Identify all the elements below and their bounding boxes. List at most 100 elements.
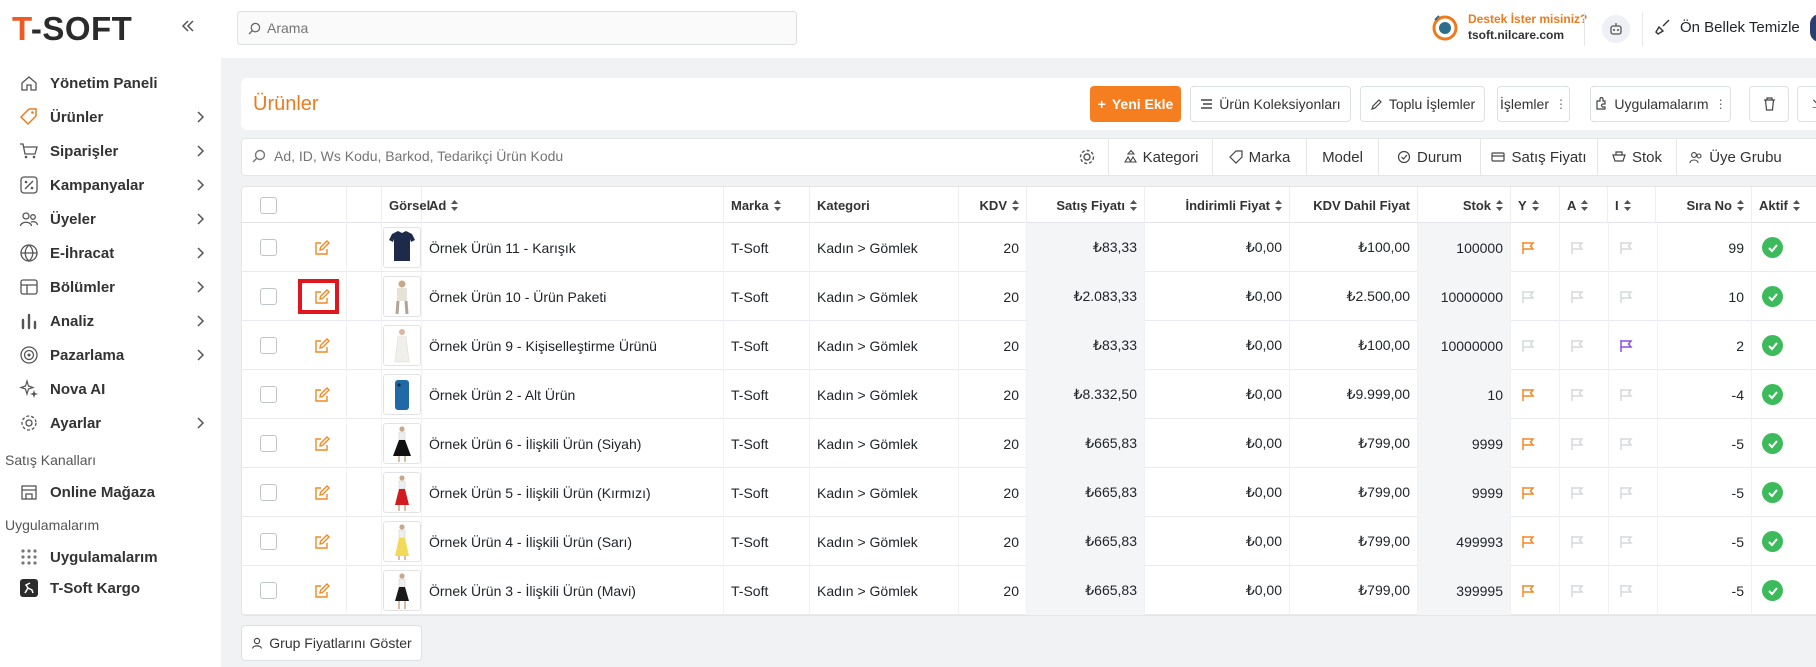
flag-icon[interactable] [1521, 388, 1535, 402]
flag-icon[interactable] [1619, 290, 1633, 304]
row-checkbox[interactable] [260, 582, 277, 599]
header-i[interactable]: I [1608, 187, 1656, 223]
filter-kategori[interactable]: Kategori [1108, 138, 1212, 176]
sidebar-item-bölümler[interactable]: Bölümler [0, 270, 221, 304]
product-order[interactable]: 99 [1656, 223, 1752, 272]
flag-icon[interactable] [1619, 339, 1633, 353]
edit-icon[interactable] [314, 582, 330, 599]
collections-button[interactable]: Ürün Koleksiyonları [1190, 86, 1351, 122]
clear-cache-button[interactable]: Ön Bellek Temizle [1654, 18, 1800, 36]
active-check-icon[interactable] [1762, 286, 1783, 307]
edit-icon[interactable] [314, 239, 330, 256]
product-price[interactable]: ₺8.332,50 [1027, 370, 1145, 419]
flag-icon[interactable] [1570, 584, 1584, 598]
product-order[interactable]: 10 [1656, 272, 1752, 321]
product-stock[interactable]: 499993 [1418, 517, 1511, 566]
sidebar-item-analiz[interactable]: Analiz [0, 304, 221, 338]
product-search-input[interactable] [274, 148, 1054, 164]
product-stock[interactable]: 10000000 [1418, 272, 1511, 321]
flag-icon[interactable] [1619, 437, 1633, 451]
active-check-icon[interactable] [1762, 335, 1783, 356]
tsoft-logo[interactable]: T-SOFT [12, 10, 133, 47]
row-checkbox[interactable] [260, 386, 277, 403]
filter-stok[interactable]: Stok [1597, 138, 1676, 176]
edit-icon[interactable] [314, 337, 330, 354]
row-checkbox[interactable] [260, 435, 277, 452]
edit-icon[interactable] [314, 288, 330, 305]
flag-icon[interactable] [1619, 584, 1633, 598]
product-thumbnail[interactable] [382, 276, 421, 317]
sidebar-item-kampanyalar[interactable]: Kampanyalar [0, 168, 221, 202]
flag-icon[interactable] [1570, 290, 1584, 304]
header-price[interactable]: Satış Fiyatı [1027, 187, 1145, 223]
header-a[interactable]: A [1560, 187, 1608, 223]
select-all-checkbox[interactable] [260, 196, 277, 214]
product-name[interactable]: Örnek Ürün 3 - İlişkili Ürün (Mavi) [422, 566, 724, 615]
product-order[interactable]: -4 [1656, 370, 1752, 419]
flag-icon[interactable] [1521, 437, 1535, 451]
global-search-input[interactable] [267, 20, 767, 36]
header-name[interactable]: Ad [422, 187, 724, 223]
flag-icon[interactable] [1521, 241, 1535, 255]
edit-icon[interactable] [314, 533, 330, 550]
product-price[interactable]: ₺665,83 [1027, 566, 1145, 615]
filter-model[interactable]: Model [1306, 138, 1378, 176]
header-stock[interactable]: Stok [1418, 187, 1511, 223]
actions-button[interactable]: İşlemler ⋮ [1497, 86, 1570, 122]
product-name[interactable]: Örnek Ürün 9 - Kişiselleştirme Ürünü [422, 321, 724, 370]
product-order[interactable]: -5 [1656, 566, 1752, 615]
product-order[interactable]: 2 [1656, 321, 1752, 370]
product-thumbnail[interactable] [382, 423, 421, 464]
header-brand[interactable]: Marka [724, 187, 810, 223]
header-vat[interactable]: KDV [959, 187, 1027, 223]
sidebar-item-ayarlar[interactable]: Ayarlar [0, 406, 221, 440]
my-apps-button[interactable]: Uygulamalarım ⋮ [1590, 86, 1731, 122]
flag-icon[interactable] [1521, 535, 1535, 549]
collapse-sidebar-icon[interactable] [180, 18, 196, 34]
active-check-icon[interactable] [1762, 433, 1783, 454]
product-stock[interactable]: 9999 [1418, 468, 1511, 517]
product-order[interactable]: -5 [1656, 468, 1752, 517]
product-name[interactable]: Örnek Ürün 11 - Karışık [422, 223, 724, 272]
sidebar-item-tsoft-kargo[interactable]: T-Soft Kargo [0, 571, 221, 605]
product-price[interactable]: ₺665,83 [1027, 468, 1145, 517]
filter-marka[interactable]: Marka [1212, 138, 1306, 176]
product-order[interactable]: -5 [1656, 419, 1752, 468]
product-order[interactable]: -5 [1656, 517, 1752, 566]
sidebar-item-e-i-hracat[interactable]: E-İhracat [0, 236, 221, 270]
filter-üye-grubu[interactable]: Üye Grubu [1676, 138, 1794, 176]
sidebar-item-yönetim-paneli[interactable]: Yönetim Paneli [0, 66, 221, 100]
header-active[interactable]: Aktif [1752, 187, 1816, 223]
product-thumbnail[interactable] [382, 570, 421, 611]
flag-icon[interactable] [1570, 535, 1584, 549]
product-search[interactable] [252, 148, 1054, 164]
flag-icon[interactable] [1521, 339, 1535, 353]
product-thumbnail[interactable] [382, 325, 421, 366]
product-price[interactable]: ₺83,33 [1027, 321, 1145, 370]
flag-icon[interactable] [1570, 388, 1584, 402]
avatar[interactable] [1810, 14, 1816, 42]
new-product-button[interactable]: + Yeni Ekle [1090, 86, 1181, 122]
flag-icon[interactable] [1619, 486, 1633, 500]
product-thumbnail[interactable] [382, 472, 421, 513]
product-price[interactable]: ₺665,83 [1027, 517, 1145, 566]
product-thumbnail[interactable] [382, 374, 421, 415]
row-checkbox[interactable] [260, 337, 277, 354]
flag-icon[interactable] [1570, 339, 1584, 353]
product-thumbnail[interactable] [382, 521, 421, 562]
product-stock[interactable]: 9999 [1418, 419, 1511, 468]
edit-icon[interactable] [314, 386, 330, 403]
sidebar-item-nova-ai[interactable]: Nova AI [0, 372, 221, 406]
header-order[interactable]: Sıra No [1656, 187, 1752, 223]
active-check-icon[interactable] [1762, 531, 1783, 552]
search-settings-icon[interactable] [1078, 148, 1096, 166]
row-checkbox[interactable] [260, 288, 277, 305]
edit-icon[interactable] [314, 484, 330, 501]
product-name[interactable]: Örnek Ürün 6 - İlişkili Ürün (Siyah) [422, 419, 724, 468]
active-check-icon[interactable] [1762, 237, 1783, 258]
flag-icon[interactable] [1570, 241, 1584, 255]
expand-button[interactable]: ⇲ [1797, 86, 1816, 122]
sidebar-item-siparişler[interactable]: Siparişler [0, 134, 221, 168]
product-stock[interactable]: 10 [1418, 370, 1511, 419]
product-stock[interactable]: 100000 [1418, 223, 1511, 272]
